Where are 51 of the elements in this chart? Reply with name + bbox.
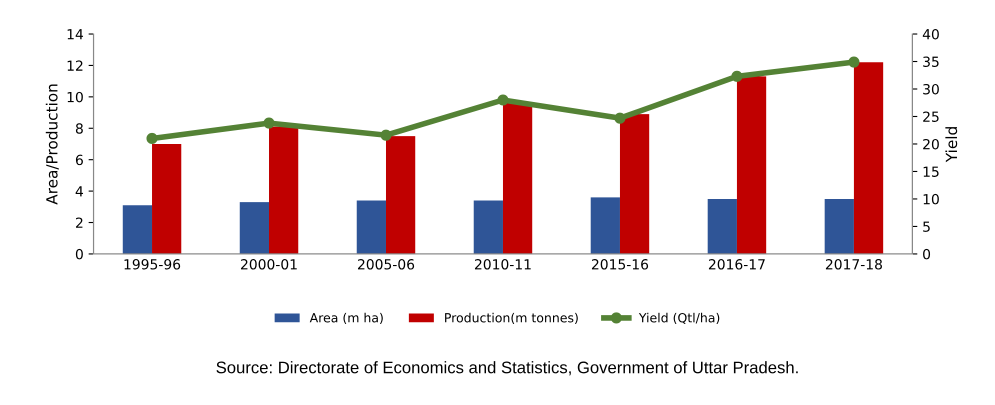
x-tick-label: 2000-01 (241, 259, 297, 270)
point (146, 132, 158, 144)
y-tick-label: 10 (68, 92, 83, 102)
x-tick-label: 2010-11 (474, 259, 531, 270)
bar (386, 136, 416, 254)
y2-tick-label: 15 (924, 166, 939, 177)
y2-tick-label: 35 (923, 56, 939, 67)
y-tick-label: 4 (76, 186, 84, 196)
y-tick-label: 2 (76, 217, 82, 228)
y2-tick-label: 40 (922, 28, 939, 40)
legend-label: Area (m ha) (310, 312, 383, 324)
bar (356, 200, 386, 254)
y2-tick-label: 25 (923, 111, 939, 122)
x-tick-label: 2017-18 (826, 259, 882, 270)
y2-axis-title: Yield (945, 127, 958, 162)
y-tick-label: 8 (76, 123, 83, 134)
y2-tick-label: 20 (923, 138, 939, 150)
bar (152, 144, 182, 254)
x-tick-label: 2005-06 (358, 259, 414, 270)
y-tick-label: 12 (68, 60, 82, 71)
x-tick-label: 2016-17 (708, 259, 765, 270)
bar (474, 200, 503, 254)
point (848, 56, 860, 68)
bar (269, 126, 298, 254)
source-note: Source: Directorate of Economics and Statistics, Government of Uttar Pradesh. (216, 361, 798, 376)
y2-tick-label: 5 (923, 222, 930, 232)
y-tick-label: 6 (76, 154, 83, 166)
y-tick-label: 0 (76, 248, 83, 260)
bar (502, 103, 532, 254)
y-axis-title: Area/Production (46, 84, 59, 205)
legend-label: Yield (Qtl/ha) (638, 312, 720, 324)
bar (708, 198, 737, 254)
bar (736, 76, 766, 254)
x-tick-label: 2015-16 (592, 259, 648, 270)
y2-tick-label: 10 (924, 194, 939, 204)
point (263, 118, 275, 129)
bar (854, 62, 884, 254)
y-tick-label: 14 (68, 29, 84, 40)
bar (590, 197, 620, 254)
bar (240, 202, 270, 254)
point (497, 94, 509, 106)
point (614, 112, 626, 124)
bar (824, 198, 854, 254)
bar (620, 114, 650, 254)
y2-tick-label: 30 (923, 84, 939, 94)
bar (122, 205, 152, 254)
point (380, 130, 392, 141)
x-tick-label: 1995-96 (124, 259, 180, 270)
point (731, 70, 742, 82)
legend-label: Production(m tonnes) (445, 312, 578, 324)
y2-tick-label: 0 (923, 248, 930, 260)
